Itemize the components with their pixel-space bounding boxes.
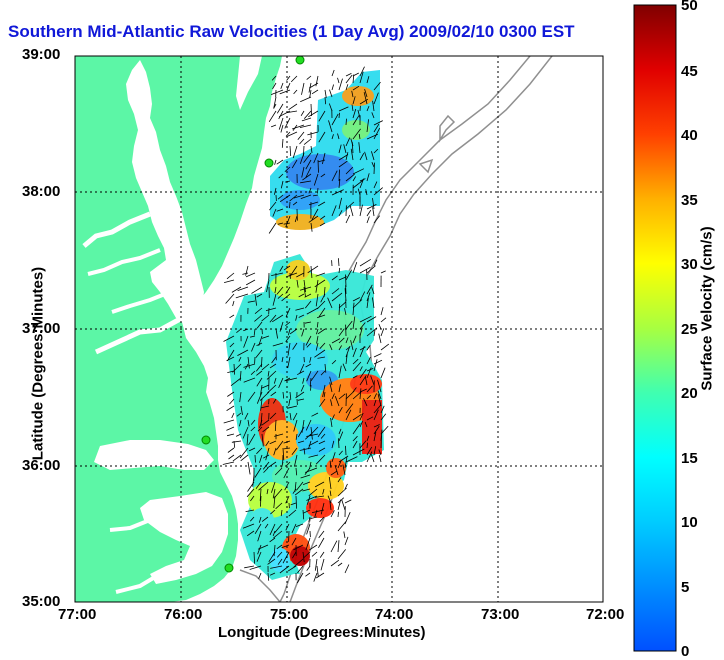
colorbar-tick-label: 50 — [681, 0, 698, 14]
colorbar-tick-label: 0 — [681, 643, 689, 660]
station-marker — [296, 56, 304, 64]
y-tick-label: 38:00 — [22, 183, 60, 200]
colorbar-tick-label: 30 — [681, 256, 698, 273]
velocity-arrow — [311, 385, 312, 391]
colorbar-tick-label: 40 — [681, 127, 698, 144]
velocity-arrow — [346, 446, 347, 455]
x-tick-label: 76:00 — [164, 606, 202, 623]
velocity-arrow — [290, 202, 291, 208]
velocity-arrow — [318, 160, 319, 173]
y-tick-label: 39:00 — [22, 46, 60, 63]
x-tick-label: 77:00 — [58, 606, 96, 623]
station-marker — [202, 436, 210, 444]
velocity-arrow — [339, 113, 340, 118]
colorbar — [634, 5, 676, 651]
colorbar-tick-label: 35 — [681, 192, 698, 209]
colorbar-tick-label: 10 — [681, 514, 698, 531]
colorbar-tick-label: 45 — [681, 63, 698, 80]
x-tick-label: 72:00 — [586, 606, 624, 623]
x-tick-label: 74:00 — [375, 606, 413, 623]
x-tick-label: 75:00 — [270, 606, 308, 623]
colorbar-tick-label: 25 — [681, 321, 698, 338]
velocity-arrow — [346, 275, 347, 288]
velocity-arrow — [339, 170, 340, 182]
velocity-arrow — [255, 455, 256, 463]
station-marker — [265, 159, 273, 167]
colorbar-tick-label: 15 — [681, 450, 698, 467]
velocity-arrow — [346, 119, 347, 125]
velocity-arrow — [338, 512, 339, 517]
y-axis-label: Latitude (Degrees:Minutes) — [30, 244, 47, 484]
colorbar-tick-label: 5 — [681, 579, 689, 596]
colorbar-label: Surface Velocity (cm/s) — [699, 209, 716, 409]
station-marker — [225, 564, 233, 572]
x-axis-label: Longitude (Degrees:Minutes) — [218, 624, 426, 641]
colorbar-tick-label: 20 — [681, 385, 698, 402]
y-tick-label: 35:00 — [22, 593, 60, 610]
velocity-arrow — [374, 163, 375, 174]
x-tick-label: 73:00 — [481, 606, 519, 623]
